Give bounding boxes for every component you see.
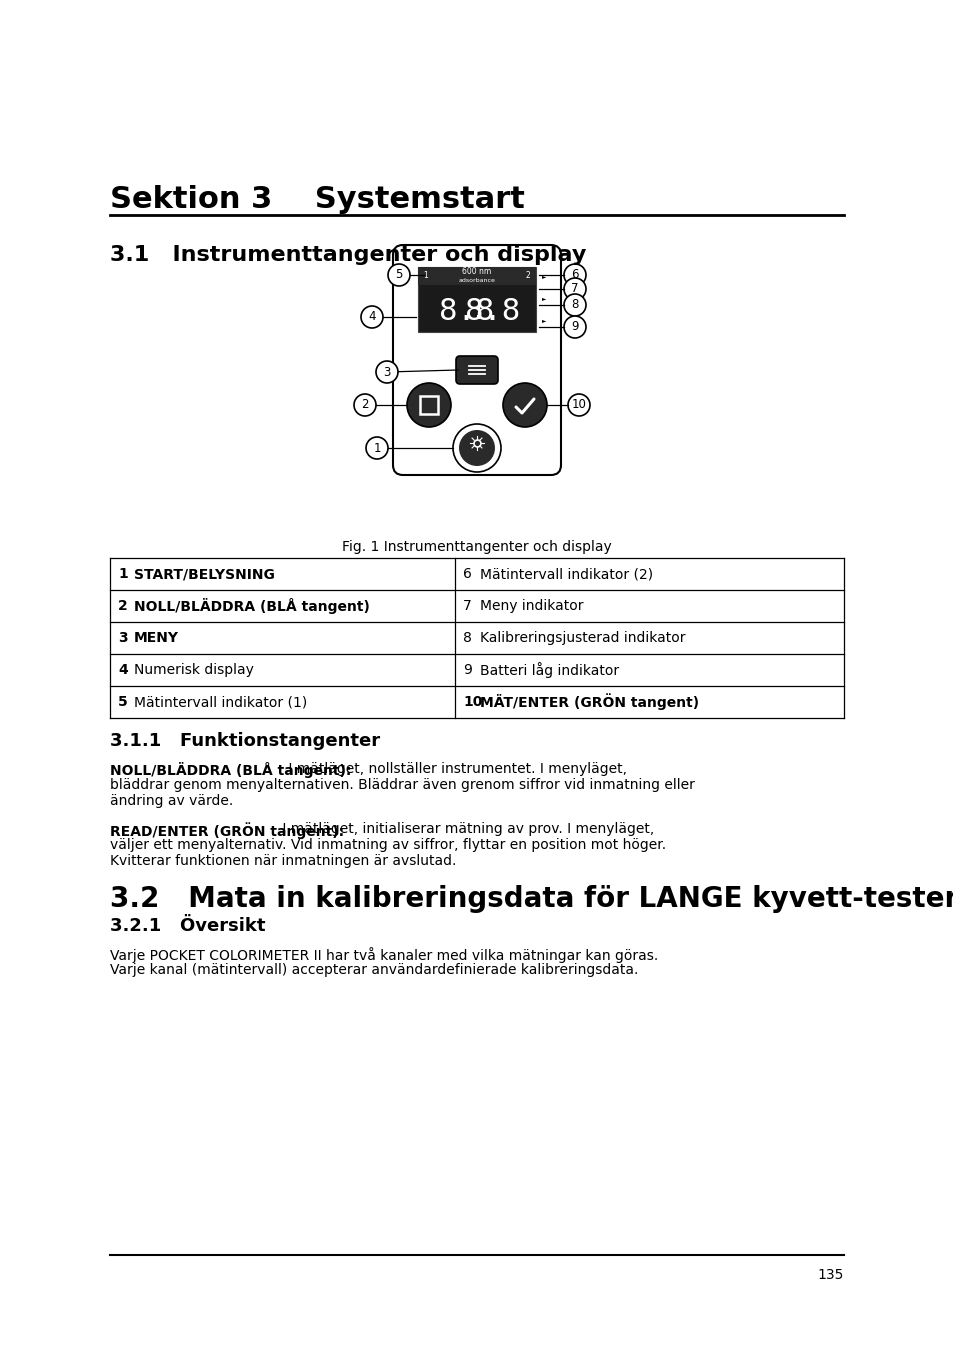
FancyBboxPatch shape xyxy=(419,396,437,414)
Text: 3.1.1   Funktionstangenter: 3.1.1 Funktionstangenter xyxy=(110,732,379,751)
Text: 5: 5 xyxy=(118,695,128,709)
Text: 1: 1 xyxy=(118,567,128,580)
Text: I mätläget, nollställer instrumentet. I menyläget,: I mätläget, nollställer instrumentet. I … xyxy=(284,761,626,776)
Text: ändring av värde.: ändring av värde. xyxy=(110,794,233,809)
Text: 6: 6 xyxy=(571,269,578,282)
Circle shape xyxy=(453,424,500,472)
Text: adsorbance: adsorbance xyxy=(458,278,495,283)
Text: 4: 4 xyxy=(368,310,375,324)
FancyBboxPatch shape xyxy=(417,267,536,332)
Text: 7: 7 xyxy=(571,282,578,296)
Text: 10: 10 xyxy=(462,695,482,709)
Text: 2: 2 xyxy=(118,599,128,613)
Circle shape xyxy=(366,437,388,459)
Text: 2: 2 xyxy=(525,271,530,281)
Text: 8.8: 8.8 xyxy=(465,297,520,327)
Text: 600 nm: 600 nm xyxy=(462,267,491,277)
Text: Varje POCKET COLORIMETER II har två kanaler med vilka mätningar kan göras.: Varje POCKET COLORIMETER II har två kana… xyxy=(110,946,658,963)
Circle shape xyxy=(567,394,589,416)
Text: Kvitterar funktionen när inmatningen är avslutad.: Kvitterar funktionen när inmatningen är … xyxy=(110,855,456,868)
Text: 3.2   Mata in kalibreringsdata för LANGE kyvett-tester: 3.2 Mata in kalibreringsdata för LANGE k… xyxy=(110,886,953,913)
Text: MENY: MENY xyxy=(133,630,179,645)
Circle shape xyxy=(388,265,410,286)
Text: Mätintervall indikator (1): Mätintervall indikator (1) xyxy=(133,695,307,709)
Text: 5: 5 xyxy=(395,269,402,282)
Text: bläddrar genom menyalternativen. Bläddrar även grenom siffror vid inmatning elle: bläddrar genom menyalternativen. Bläddra… xyxy=(110,778,694,792)
Text: READ/ENTER (GRÖN tangent):: READ/ENTER (GRÖN tangent): xyxy=(110,822,344,838)
Text: 4: 4 xyxy=(118,663,128,676)
Circle shape xyxy=(563,278,585,300)
Circle shape xyxy=(375,360,397,383)
Text: Kalibreringsjusterad indikator: Kalibreringsjusterad indikator xyxy=(479,630,685,645)
Text: 10: 10 xyxy=(571,398,586,412)
Circle shape xyxy=(563,316,585,338)
Text: ►: ► xyxy=(541,297,546,301)
Text: I mätläget, initialiserar mätning av prov. I menyläget,: I mätläget, initialiserar mätning av pro… xyxy=(277,822,653,836)
Text: 3.1   Instrumenttangenter och display: 3.1 Instrumenttangenter och display xyxy=(110,244,586,265)
Text: 9: 9 xyxy=(462,663,472,676)
Text: MÄT/ENTER (GRÖN tangent): MÄT/ENTER (GRÖN tangent) xyxy=(479,694,699,710)
Text: Numerisk display: Numerisk display xyxy=(133,663,253,676)
Text: 9: 9 xyxy=(571,320,578,333)
Circle shape xyxy=(563,294,585,316)
FancyBboxPatch shape xyxy=(393,244,560,475)
Circle shape xyxy=(458,431,495,466)
Text: 3: 3 xyxy=(118,630,128,645)
Text: 1: 1 xyxy=(423,271,428,281)
Circle shape xyxy=(502,383,546,427)
Circle shape xyxy=(407,383,451,427)
Text: Batteri låg indikator: Batteri låg indikator xyxy=(479,662,618,678)
Text: :: : xyxy=(471,300,486,324)
Text: NOLL/BLÄDDRA (BLÅ tangent):: NOLL/BLÄDDRA (BLÅ tangent): xyxy=(110,761,351,778)
Text: Sektion 3    Systemstart: Sektion 3 Systemstart xyxy=(110,185,524,215)
Text: 8.8: 8.8 xyxy=(439,297,494,327)
FancyBboxPatch shape xyxy=(417,267,536,285)
Circle shape xyxy=(563,265,585,286)
Text: 2: 2 xyxy=(361,398,369,412)
Text: väljer ett menyalternativ. Vid inmatning av siffror, flyttar en position mot hög: väljer ett menyalternativ. Vid inmatning… xyxy=(110,838,665,852)
Text: NOLL/BLÄDDRA (BLÅ tangent): NOLL/BLÄDDRA (BLÅ tangent) xyxy=(133,598,370,614)
Text: ►: ► xyxy=(541,319,546,324)
Text: 1: 1 xyxy=(373,441,380,455)
Text: Mätintervall indikator (2): Mätintervall indikator (2) xyxy=(479,567,653,580)
Text: Varje kanal (mätintervall) accepterar användardefinierade kalibreringsdata.: Varje kanal (mätintervall) accepterar an… xyxy=(110,963,638,977)
Text: 8: 8 xyxy=(571,298,578,312)
FancyBboxPatch shape xyxy=(456,356,497,383)
Circle shape xyxy=(354,394,375,416)
Text: 8: 8 xyxy=(462,630,472,645)
Text: 6: 6 xyxy=(462,567,472,580)
Text: 3: 3 xyxy=(383,366,391,378)
Text: 135: 135 xyxy=(817,1268,843,1282)
Text: START/BELYSNING: START/BELYSNING xyxy=(133,567,274,580)
Text: Meny indikator: Meny indikator xyxy=(479,599,583,613)
Text: ►: ► xyxy=(541,274,546,279)
Text: 7: 7 xyxy=(462,599,471,613)
Circle shape xyxy=(360,306,382,328)
Text: 3.2.1   Översikt: 3.2.1 Översikt xyxy=(110,917,265,936)
Text: Fig. 1 Instrumenttangenter och display: Fig. 1 Instrumenttangenter och display xyxy=(342,540,611,553)
